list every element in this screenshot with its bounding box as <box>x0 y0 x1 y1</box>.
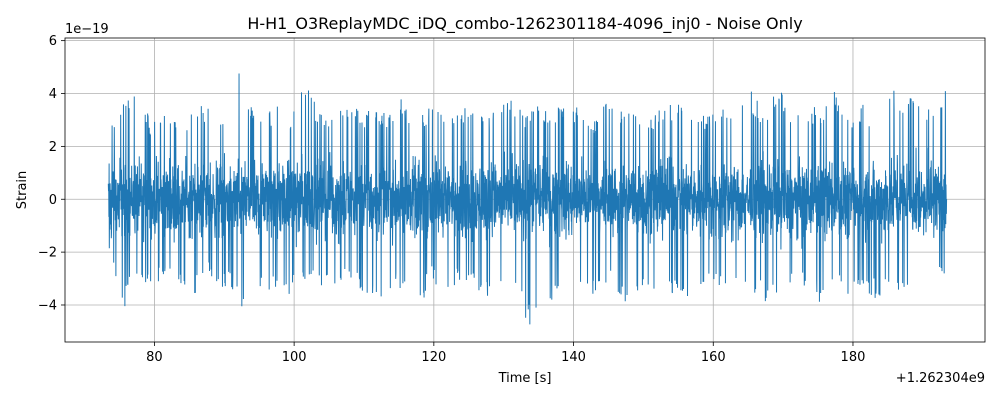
x-tick-label: 120 <box>421 350 446 365</box>
plot-frame <box>64 37 986 343</box>
y-exponent-label: 1e−19 <box>65 22 109 37</box>
x-ticks: 80 100 120 140 160 180 <box>146 342 865 365</box>
x-axis-label: Time [s] <box>498 371 552 386</box>
x-tick-label: 100 <box>282 350 307 365</box>
y-tick-label: −4 <box>38 298 57 313</box>
x-tick-label: 140 <box>561 350 586 365</box>
y-tick-label: 6 <box>49 34 57 49</box>
chart-title: H-H1_O3ReplayMDC_iDQ_combo-1262301184-40… <box>247 14 802 34</box>
y-tick-label: 0 <box>49 193 57 208</box>
y-tick-label: 4 <box>49 87 57 102</box>
series-layer <box>107 73 948 325</box>
y-ticks: −4 −2 0 2 4 6 <box>38 34 65 313</box>
y-tick-label: −2 <box>38 246 57 261</box>
strain-series-line <box>107 73 948 325</box>
x-tick-label: 160 <box>701 350 726 365</box>
y-tick-label: 2 <box>49 140 57 155</box>
x-tick-label: 80 <box>146 350 163 365</box>
y-axis-label: Strain <box>15 171 30 210</box>
x-offset-label: +1.262304e9 <box>896 371 985 386</box>
x-tick-label: 180 <box>841 350 866 365</box>
